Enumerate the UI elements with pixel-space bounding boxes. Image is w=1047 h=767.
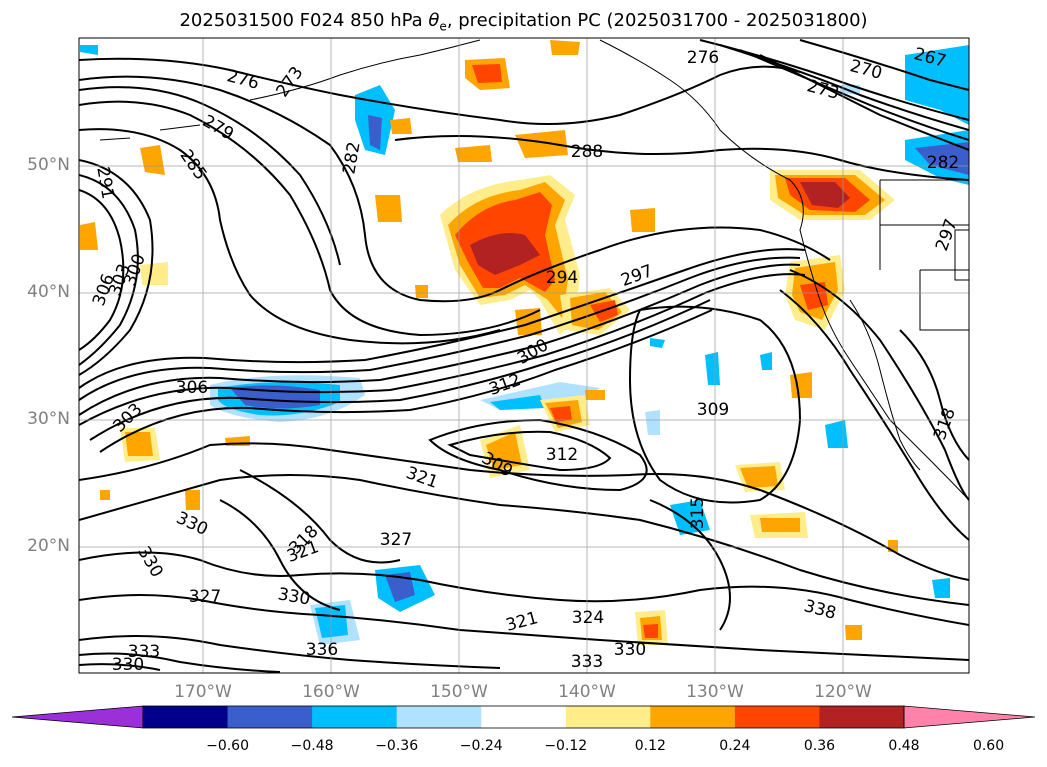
lon-label-170w: 170°W: [174, 682, 232, 702]
contour-label: 327: [380, 530, 412, 550]
colorbar-tick-label: 0.24: [719, 738, 751, 754]
colorbar-segment: [143, 706, 229, 728]
contour-label: 306: [176, 378, 208, 398]
colorbar-tick-label: −0.36: [375, 738, 419, 754]
colorbar-segment: [396, 706, 482, 728]
contour-label: 315: [688, 497, 708, 529]
lat-label-20n: 20°N: [27, 536, 70, 556]
contour-label: 333: [128, 642, 160, 662]
contour-label: 327: [189, 587, 221, 607]
contour-label: 336: [306, 640, 338, 660]
contour-label: 288: [571, 142, 603, 162]
colorbar-tick-label: −0.24: [459, 738, 503, 754]
colorbar-tick-label: 0.48: [888, 738, 920, 754]
colorbar-under-extension: [11, 705, 144, 729]
colorbar-tick-label: 0.60: [972, 738, 1005, 754]
contour-label: 324: [572, 608, 604, 628]
lon-label-140w: 140°W: [558, 682, 616, 702]
contour-label: 312: [546, 445, 578, 465]
colorbar-segment: [650, 706, 736, 728]
colorbar-tick-label: 0.12: [634, 738, 666, 754]
graticule: [79, 38, 969, 673]
colorbar-outline: [142, 705, 905, 729]
colorbar-segment: [819, 706, 905, 728]
colorbar-tick-label: 0.36: [803, 738, 836, 754]
colorbar-tick-label: −0.60: [206, 738, 249, 754]
lat-label-40n: 40°N: [27, 282, 70, 302]
contour-label: 282: [927, 153, 959, 173]
lat-label-50n: 50°N: [27, 155, 70, 175]
lon-label-130w: 130°W: [686, 682, 744, 702]
lat-label-30n: 30°N: [27, 409, 70, 429]
map-title: 2025031500 F024 850 hPa θe, precipitatio…: [179, 10, 868, 34]
colorbar-segment: [565, 706, 651, 728]
contour-label: 330: [614, 640, 646, 660]
colorbar-segment: [312, 706, 398, 728]
theta-e-contours: [79, 39, 969, 673]
map-frame: [78, 37, 970, 674]
colorbar: [11, 705, 1036, 729]
colorbar-segment: [734, 706, 820, 728]
colorbar-segment: [481, 706, 567, 728]
lon-label-160w: 160°W: [302, 682, 360, 702]
coastlines: [99, 39, 969, 501]
colorbar-segment: [227, 706, 313, 728]
contour-label: 276: [687, 48, 719, 68]
colorbar-tick-label: −0.48: [290, 738, 334, 754]
contour-label: 330: [112, 655, 144, 675]
lon-label-150w: 150°W: [430, 682, 488, 702]
contour-label: 333: [571, 652, 603, 672]
colorbar-over-extension: [903, 705, 1036, 729]
lon-label-120w: 120°W: [814, 682, 872, 702]
contour-label: 309: [697, 400, 729, 420]
colorbar-tick-label: −0.12: [544, 738, 588, 754]
contour-label: 294: [546, 268, 578, 288]
